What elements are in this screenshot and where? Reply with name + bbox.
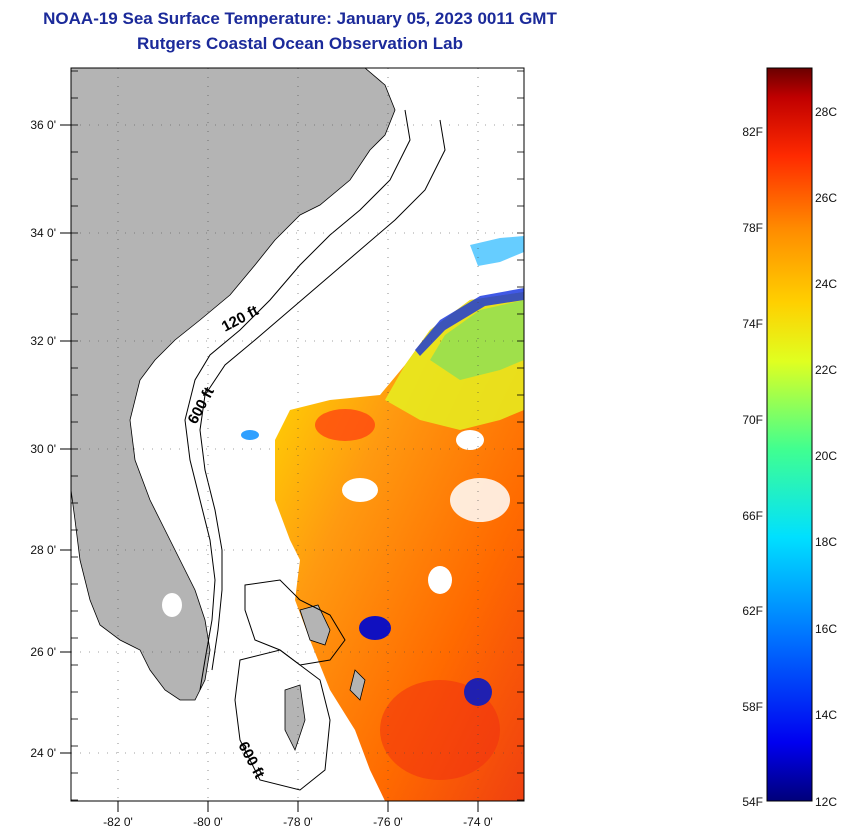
colorbar: [766, 67, 813, 802]
map-grid: [71, 68, 524, 801]
colorbar-c-label: 18C: [815, 535, 837, 549]
colorbar-f-label: 54F: [742, 795, 763, 809]
contour-600ft: [199, 119, 446, 671]
colorbar-f-label: 74F: [742, 317, 763, 331]
contour-bahamas: [234, 649, 331, 791]
cold-spot: [359, 616, 391, 640]
colorbar-f-label: 82F: [742, 125, 763, 139]
sst-green-patch: [430, 300, 524, 380]
cloud-gap: [342, 478, 378, 502]
cold-spot: [241, 430, 259, 440]
colorbar-c-label: 20C: [815, 449, 837, 463]
colorbar-f-label: 66F: [742, 509, 763, 523]
cold-spot: [464, 678, 492, 706]
cloud-gap: [428, 566, 452, 594]
lat-label: 32 0': [30, 334, 56, 348]
land-mainland: [71, 68, 396, 701]
colorbar-c-label: 26C: [815, 191, 837, 205]
cloud-gap: [456, 430, 484, 450]
lon-label: -78 0': [283, 815, 313, 829]
lon-label: -74 0': [463, 815, 493, 829]
contour-120ft: [184, 109, 411, 691]
lat-label: 30 0': [30, 442, 56, 456]
map-subtitle: Rutgers Coastal Ocean Observation Lab: [137, 34, 463, 53]
colorbar-f-label: 78F: [742, 221, 763, 235]
colorbar-f-labels: 82F 78F 74F 70F 66F 62F 58F 54F: [742, 125, 763, 809]
colorbar-c-label: 16C: [815, 622, 837, 636]
colorbar-c-label: 24C: [815, 277, 837, 291]
sst-warm-patch: [380, 680, 500, 780]
colorbar-c-label: 22C: [815, 363, 837, 377]
cloud-gap: [450, 478, 510, 522]
longitude-axis: -82 0' -80 0' -78 0' -76 0' -74 0': [103, 801, 493, 829]
land-bahamas: [284, 684, 306, 752]
lake-okeechobee: [162, 593, 182, 617]
lat-label: 26 0': [30, 645, 56, 659]
land-bahamas: [299, 604, 331, 646]
lat-label: 34 0': [30, 226, 56, 240]
colorbar-f-label: 70F: [742, 413, 763, 427]
lon-label: -80 0': [193, 815, 223, 829]
colorbar-c-label: 28C: [815, 105, 837, 119]
lat-label: 36 0': [30, 118, 56, 132]
sst-cold-edge: [415, 288, 524, 356]
lat-label: 28 0': [30, 543, 56, 557]
land-bahamas: [349, 669, 366, 701]
sst-warm-patch: [315, 409, 375, 441]
colorbar-f-label: 58F: [742, 700, 763, 714]
colorbar-c-label: 14C: [815, 708, 837, 722]
colorbar-f-label: 62F: [742, 604, 763, 618]
lon-label: -82 0': [103, 815, 133, 829]
map-title: NOAA-19 Sea Surface Temperature: January…: [43, 9, 557, 28]
contour-bahamas: [244, 579, 346, 666]
colorbar-c-labels: 28C 26C 24C 22C 20C 18C 16C 14C 12C: [815, 105, 837, 809]
lat-label: 24 0': [30, 746, 56, 760]
colorbar-c-label: 12C: [815, 795, 837, 809]
latitude-axis: 36 0' 34 0' 32 0' 30 0' 28 0' 26 0' 24 0…: [30, 118, 71, 760]
sst-north-patch: [470, 236, 524, 266]
lon-label: -76 0': [373, 815, 403, 829]
